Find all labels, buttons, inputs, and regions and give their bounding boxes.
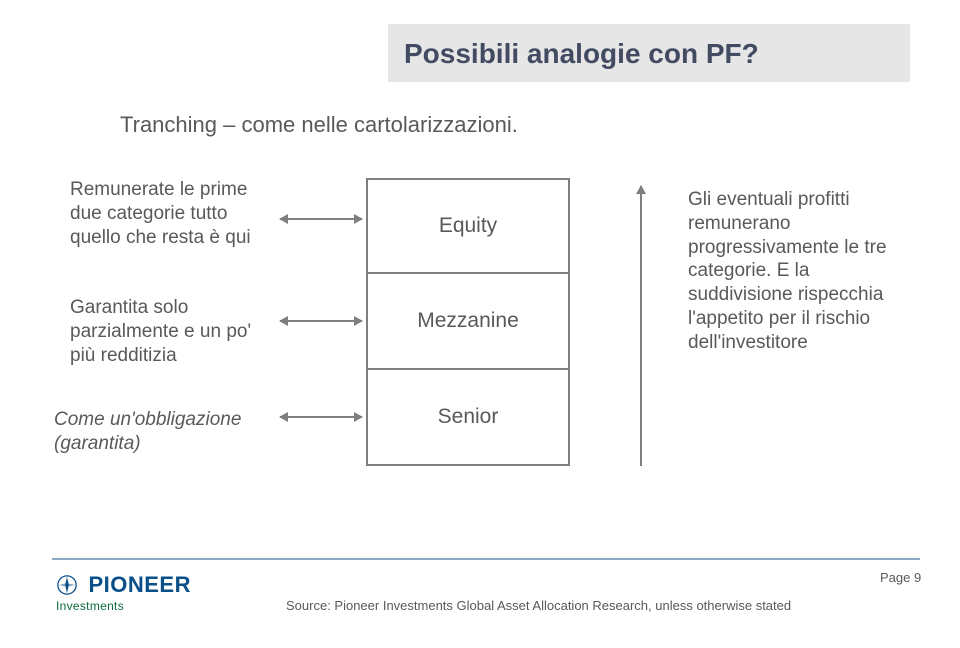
page-title: Possibili analogie con PF? — [388, 24, 910, 70]
left-note-1: Garantita solo parzialmente e un po' più… — [70, 296, 270, 367]
page-number: Page 9 — [880, 570, 921, 585]
h-arrow-2 — [280, 416, 362, 418]
tranche-mezzanine: Mezzanine — [366, 274, 570, 370]
title-box: Possibili analogie con PF? — [388, 24, 910, 82]
left-note-0: Remunerate le prime due categorie tutto … — [70, 178, 270, 249]
h-arrow-1 — [280, 320, 362, 322]
logo-name: PIONEER — [88, 572, 191, 597]
tranche-senior: Senior — [366, 370, 570, 466]
compass-icon — [56, 574, 78, 601]
slide-page: Possibili analogie con PF? Tranching – c… — [0, 0, 960, 648]
left-note-2: Come un'obbligazione (garantita) — [54, 408, 266, 456]
tranche-stack: EquityMezzanineSenior — [366, 178, 570, 466]
brand-logo: PIONEER Investments — [56, 572, 191, 613]
footer-rule — [52, 558, 920, 560]
right-note: Gli eventuali profitti remunerano progre… — [688, 188, 898, 354]
vertical-arrow — [640, 186, 642, 466]
subtitle: Tranching – come nelle cartolarizzazioni… — [120, 112, 518, 138]
logo-subtitle: Investments — [56, 599, 191, 613]
tranche-equity: Equity — [366, 178, 570, 274]
footer-source: Source: Pioneer Investments Global Asset… — [286, 598, 791, 613]
h-arrow-0 — [280, 218, 362, 220]
